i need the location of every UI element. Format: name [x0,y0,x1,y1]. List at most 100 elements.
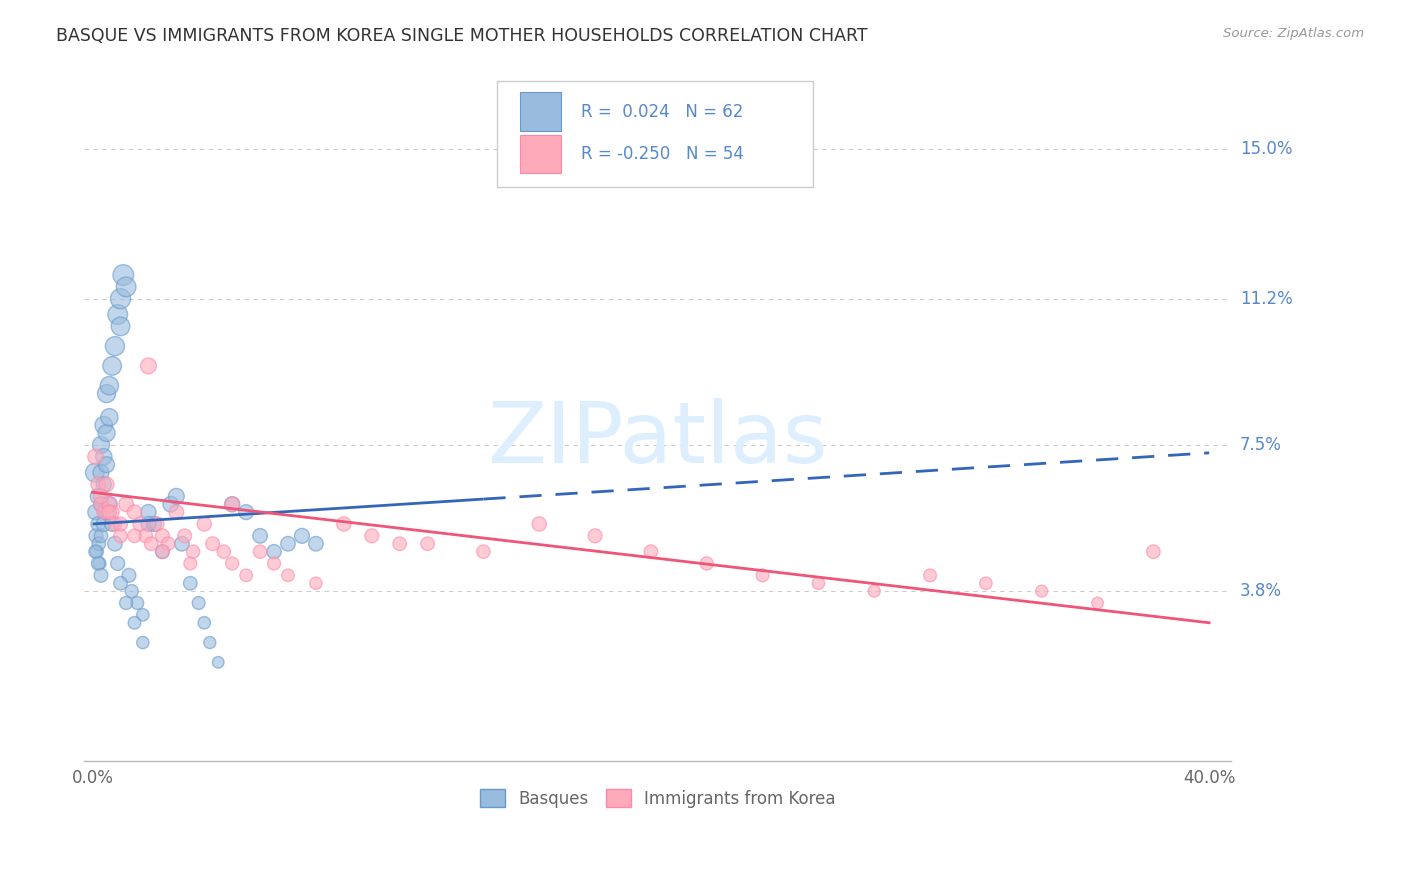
Point [110,319,132,334]
Point [115,596,138,610]
Point [212,544,235,558]
Point [138,505,160,519]
Point [143,516,166,531]
Point [96,386,118,401]
FancyBboxPatch shape [520,93,561,131]
Point [98,410,121,425]
Point [107,308,129,322]
Point [472,544,495,558]
Point [416,537,439,551]
Point [98,497,121,511]
Point [89,557,111,571]
Point [124,615,146,630]
Text: Source: ZipAtlas.com: Source: ZipAtlas.com [1223,27,1364,40]
Point [101,505,124,519]
Point [138,516,160,531]
Point [121,584,143,599]
Point [93,505,115,519]
Point [918,568,941,582]
Point [90,529,112,543]
Point [110,516,132,531]
Point [87,557,110,571]
Point [115,280,138,294]
Point [87,489,110,503]
Point [127,596,149,610]
Point [132,635,155,649]
FancyBboxPatch shape [520,135,561,173]
Point [1031,584,1053,599]
Point [235,505,257,519]
Point [807,576,830,591]
Point [146,516,169,531]
Point [305,537,328,551]
Point [98,497,121,511]
Point [193,615,215,630]
Point [277,568,299,582]
Point [135,529,157,543]
Point [83,466,105,480]
Point [86,544,108,558]
Point [124,505,146,519]
Point [141,537,163,551]
Text: 15.0%: 15.0% [1240,139,1292,158]
Point [93,516,115,531]
Point [179,576,201,591]
Point [193,516,215,531]
FancyBboxPatch shape [498,81,813,186]
Point [333,516,356,531]
Point [751,568,773,582]
Point [249,544,271,558]
Point [93,450,115,464]
Point [173,529,195,543]
Point [165,505,187,519]
Point [96,426,118,441]
Point [165,489,187,503]
Point [93,477,115,491]
Point [201,537,224,551]
Point [115,497,138,511]
Point [87,477,110,491]
Point [96,458,118,472]
Text: BASQUE VS IMMIGRANTS FROM KOREA SINGLE MOTHER HOUSEHOLDS CORRELATION CHART: BASQUE VS IMMIGRANTS FROM KOREA SINGLE M… [56,27,868,45]
Point [187,596,209,610]
Point [101,516,124,531]
Point [107,557,129,571]
Point [863,584,886,599]
Point [159,497,181,511]
Point [156,537,179,551]
Point [110,529,132,543]
Point [98,378,121,392]
Point [90,497,112,511]
Point [124,529,146,543]
Point [104,537,127,551]
Point [104,516,127,531]
Point [87,537,110,551]
Point [974,576,997,591]
Point [207,655,229,669]
Point [277,537,299,551]
Point [90,438,112,452]
Point [221,497,243,511]
Point [96,505,118,519]
Point [93,418,115,433]
Point [221,557,243,571]
Point [84,529,107,543]
Point [529,516,551,531]
Point [104,339,127,353]
Text: 3.8%: 3.8% [1240,582,1282,600]
Point [90,568,112,582]
Point [1087,596,1109,610]
Point [249,529,271,543]
Point [198,635,221,649]
Point [129,516,152,531]
Point [84,505,107,519]
Text: ZIPatlas: ZIPatlas [488,398,828,482]
Point [150,544,173,558]
Point [98,505,121,519]
Point [110,576,132,591]
Point [221,497,243,511]
Legend: Basques, Immigrants from Korea: Basques, Immigrants from Korea [474,783,842,814]
Point [170,537,193,551]
Point [101,359,124,373]
Point [90,489,112,503]
